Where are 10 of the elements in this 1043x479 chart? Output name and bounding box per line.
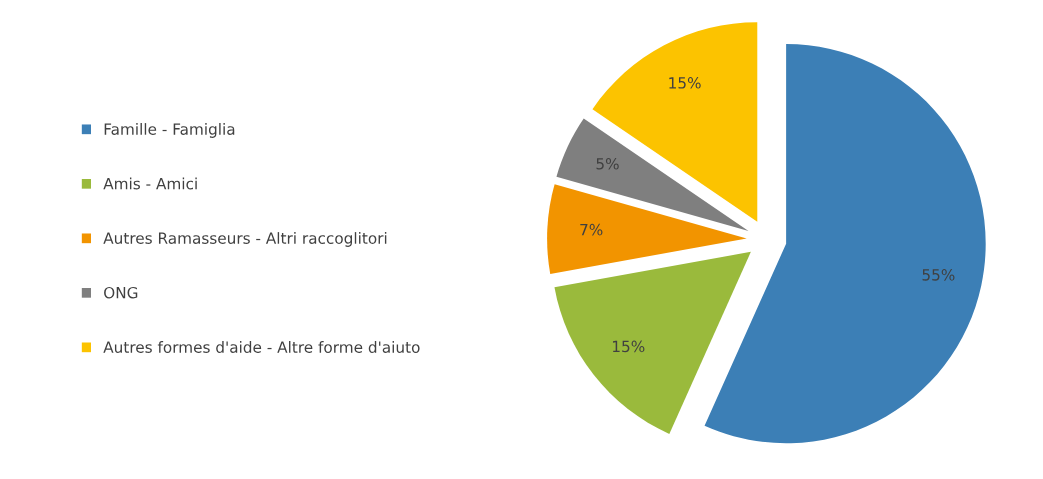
data-label: 7%	[580, 223, 603, 236]
data-label: 15%	[669, 77, 701, 89]
legend-label: Amis - Amici	[103, 177, 197, 190]
legend-label: Autres Ramasseurs - Altri raccoglitori	[103, 232, 387, 247]
legend-label: Famille - Famiglia	[104, 123, 235, 138]
data-label: 5%	[596, 158, 619, 170]
legend-label: ONG	[104, 286, 138, 299]
data-label: 15%	[612, 340, 645, 353]
data-label: 55%	[922, 269, 955, 281]
legend-label: Autres formes d'aide - Altre forme d'aiuto	[103, 341, 420, 353]
